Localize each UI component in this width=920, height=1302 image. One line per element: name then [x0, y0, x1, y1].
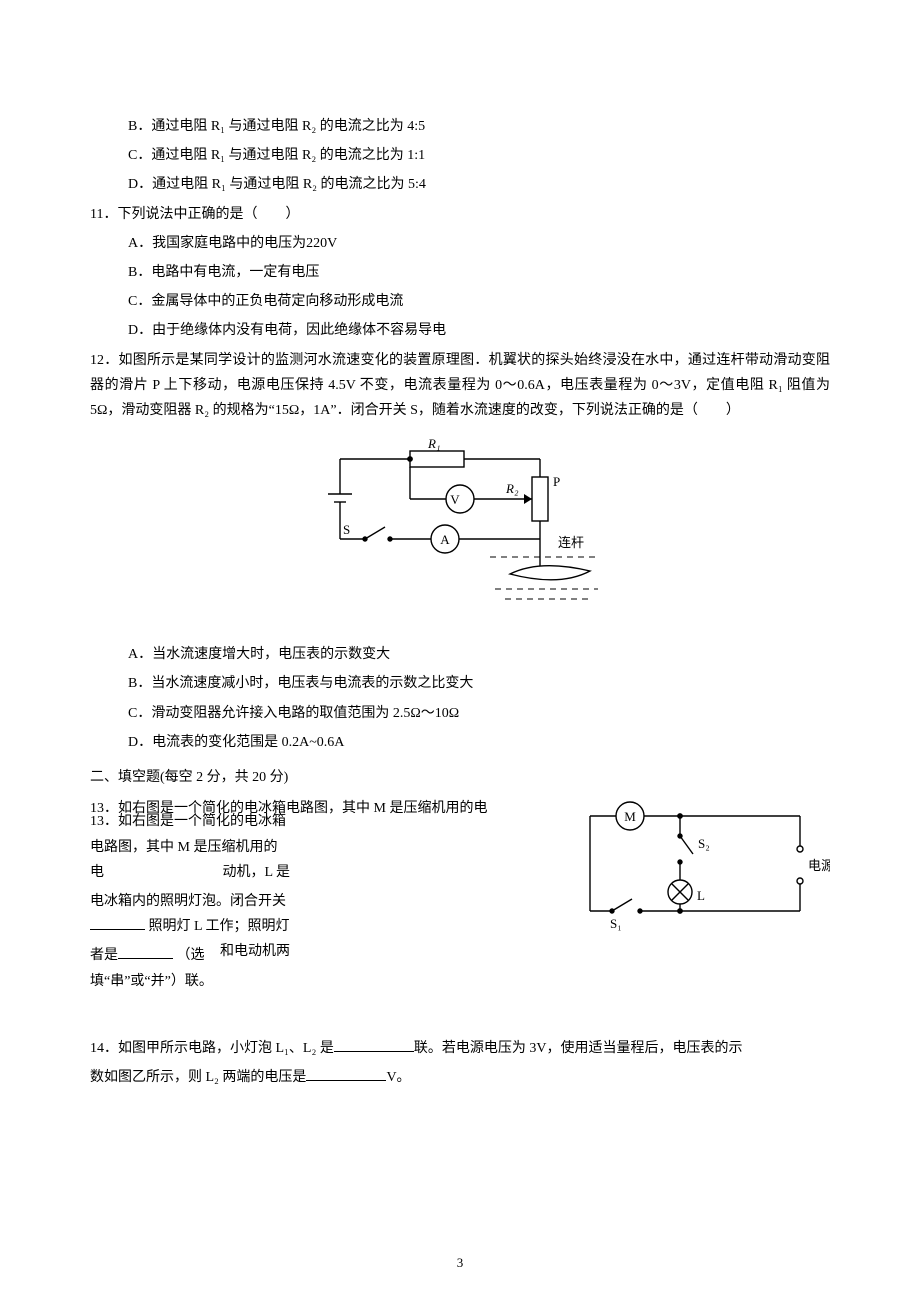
q12-stem: 12．如图所示是某同学设计的监测河水流速变化的装置原理图．机翼状的探头始终浸没在…: [90, 348, 830, 424]
section-2-title: 二、填空题(每空 2 分，共 20 分): [90, 765, 830, 790]
q12-option-d: D．电流表的变化范围是 0.2A~0.6A: [128, 730, 830, 755]
q13-line2-left: 电冰箱内的照明灯泡。闭合开关: [90, 894, 286, 909]
q12-option-b: B．当水流速度减小时，电压表与电流表的示数之比变大: [128, 671, 830, 696]
q14-line2-right: V。: [386, 1070, 410, 1085]
q13-circuit-diagram: M S₂ S₁ L 电源: [570, 796, 830, 945]
q11-option-c: C．金属导体中的正负电荷定向移动形成电流: [128, 289, 830, 314]
label-r1: R₁: [427, 439, 440, 451]
q10-option-d: D．通过电阻 R₁ 与通过电阻 R₂ 的电流之比为 5:4: [128, 172, 830, 197]
label-m: M: [624, 809, 636, 824]
q13-line2-right: 和电动机两: [220, 939, 290, 964]
label-s1: S₁: [610, 916, 622, 931]
q12-option-a: A．当水流速度增大时，电压表的示数变大: [128, 642, 830, 667]
q14-line2-left: 数如图乙所示，则 L₂ 两端的电压是: [90, 1070, 306, 1085]
label-r2: R₂: [505, 481, 519, 496]
q14-blank-1: [334, 1037, 414, 1052]
label-rod: 连杆: [558, 535, 584, 550]
q13-blank-2: [118, 944, 173, 959]
q14-line1-right: 联。若电源电压为 3V，使用适当量程后，电压表的示: [414, 1041, 743, 1056]
q13-line3-left: 者是: [90, 948, 118, 963]
q12-circuit-diagram: R₁ R₂ P S V A 连杆: [90, 439, 830, 628]
q13-line1-right: 动机，L 是: [222, 860, 290, 885]
label-l: L: [697, 888, 705, 903]
q14-blank-2: [306, 1066, 386, 1081]
q11-option-a: A．我国家庭电路中的电压为220V: [128, 231, 830, 256]
label-p: P: [553, 474, 560, 489]
q12-option-c: C．滑动变阻器允许接入电路的取值范围为 2.5Ω～10Ω: [128, 701, 830, 726]
q11-option-b: B．电路中有电流，一定有电压: [128, 260, 830, 285]
label-s2: S₂: [698, 836, 710, 851]
q14-line1-left: 14．如图甲所示电路，小灯泡 L₁、L₂ 是: [90, 1041, 334, 1056]
q10-option-c: C．通过电阻 R₁ 与通过电阻 R₂ 的电流之比为 1:1: [128, 143, 830, 168]
q10-option-b: B．通过电阻 R₁ 与通过电阻 R₂ 的电流之比为 4:5: [128, 114, 830, 139]
label-v: V: [450, 492, 460, 507]
label-power: 电源: [808, 858, 830, 873]
q13-line2-mid: 照明灯 L 工作；照明灯: [149, 919, 290, 934]
q13-blank-1: [90, 915, 145, 930]
label-s: S: [343, 522, 350, 537]
q11-option-d: D．由于绝缘体内没有电荷，因此绝缘体不容易导电: [128, 318, 830, 343]
label-a: A: [440, 532, 450, 547]
page-number: 3: [0, 1251, 920, 1274]
q11-stem: 11．下列说法中正确的是（ ）: [90, 202, 830, 227]
